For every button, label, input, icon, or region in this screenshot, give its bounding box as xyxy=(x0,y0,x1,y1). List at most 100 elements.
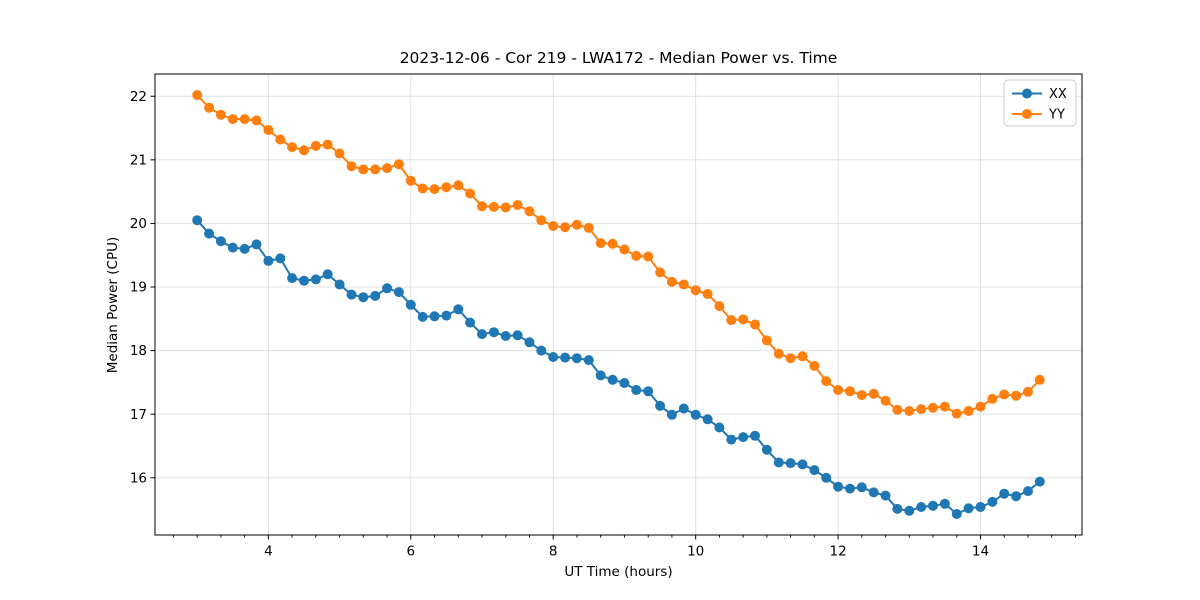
data-point-XX xyxy=(963,503,974,514)
data-point-YY xyxy=(393,159,404,170)
x-tick-label-4: 4 xyxy=(264,544,273,560)
data-point-XX xyxy=(666,409,677,420)
legend-label-XX: XX xyxy=(1049,87,1067,102)
data-point-YY xyxy=(821,376,832,387)
data-point-YY xyxy=(904,406,915,416)
data-point-YY xyxy=(797,351,808,362)
data-point-YY xyxy=(227,114,238,125)
x-tick-label-6: 6 xyxy=(407,544,416,560)
data-point-XX xyxy=(571,353,582,364)
data-point-YY xyxy=(595,238,606,249)
data-point-XX xyxy=(583,355,594,366)
legend-marker-YY xyxy=(1022,109,1032,119)
data-point-XX xyxy=(334,279,345,290)
data-point-XX xyxy=(809,465,820,476)
data-point-XX xyxy=(453,304,464,315)
data-point-YY xyxy=(868,388,879,399)
data-point-XX xyxy=(797,459,808,470)
data-point-YY xyxy=(536,215,547,226)
data-point-XX xyxy=(655,400,666,411)
data-point-YY xyxy=(999,389,1010,400)
data-point-XX xyxy=(678,403,689,414)
data-point-YY xyxy=(666,276,677,287)
data-point-XX xyxy=(821,472,832,483)
data-point-XX xyxy=(916,502,927,512)
data-point-YY xyxy=(192,90,203,100)
data-point-YY xyxy=(856,390,867,401)
data-point-XX xyxy=(263,255,274,266)
data-point-YY xyxy=(441,182,452,193)
data-point-XX xyxy=(441,310,452,321)
x-tick-label-10: 10 xyxy=(687,544,704,560)
data-point-YY xyxy=(761,335,772,346)
data-point-XX xyxy=(833,481,844,492)
data-point-YY xyxy=(845,386,855,397)
data-point-XX xyxy=(690,409,701,420)
data-point-YY xyxy=(417,183,428,194)
data-point-XX xyxy=(275,253,286,264)
y-axis-label: Median Power (CPU) xyxy=(105,236,121,374)
data-point-YY xyxy=(358,164,369,175)
data-point-XX xyxy=(702,414,713,425)
data-point-XX xyxy=(773,457,784,468)
data-point-YY xyxy=(702,289,713,299)
data-point-YY xyxy=(370,164,381,175)
y-tick-label-17: 17 xyxy=(130,407,147,423)
data-point-XX xyxy=(939,498,950,509)
data-point-XX xyxy=(714,422,725,433)
data-point-XX xyxy=(227,242,238,253)
data-point-YY xyxy=(631,250,642,261)
legend-marker-XX xyxy=(1022,88,1032,99)
data-point-XX xyxy=(310,274,321,285)
data-point-XX xyxy=(631,385,642,395)
chart-title: 2023-12-06 - Cor 219 - LWA172 - Median P… xyxy=(399,49,838,67)
data-point-YY xyxy=(322,139,333,150)
data-point-XX xyxy=(845,483,855,494)
data-point-YY xyxy=(607,238,618,249)
data-point-YY xyxy=(738,314,749,325)
data-point-XX xyxy=(239,243,250,254)
data-point-YY xyxy=(299,145,309,156)
data-point-YY xyxy=(726,315,737,326)
data-point-YY xyxy=(880,395,891,406)
data-point-YY xyxy=(310,140,321,151)
data-point-XX xyxy=(429,311,440,322)
data-point-YY xyxy=(785,353,796,364)
data-point-YY xyxy=(334,148,345,159)
data-point-XX xyxy=(738,432,749,443)
data-point-YY xyxy=(987,393,998,404)
data-point-XX xyxy=(346,289,357,300)
data-point-XX xyxy=(465,317,476,328)
data-point-XX xyxy=(215,236,226,247)
data-point-XX xyxy=(761,444,772,455)
data-point-YY xyxy=(939,401,950,412)
data-point-XX xyxy=(607,374,618,385)
data-point-XX xyxy=(951,509,962,519)
data-point-XX xyxy=(382,283,393,294)
data-point-XX xyxy=(393,287,404,298)
data-point-YY xyxy=(500,202,511,213)
y-tick-label-21: 21 xyxy=(130,152,147,168)
data-point-XX xyxy=(1011,491,1022,502)
data-point-YY xyxy=(488,201,499,212)
data-point-XX xyxy=(975,502,986,512)
data-point-YY xyxy=(678,279,689,290)
data-point-YY xyxy=(928,402,938,413)
data-point-YY xyxy=(1023,386,1033,397)
data-point-XX xyxy=(287,273,298,284)
data-point-YY xyxy=(690,285,701,296)
plot-border xyxy=(154,73,1083,536)
data-point-YY xyxy=(963,406,974,416)
data-point-XX xyxy=(856,482,867,493)
data-point-XX xyxy=(892,503,903,514)
data-point-YY xyxy=(809,360,820,371)
data-point-XX xyxy=(500,331,511,341)
data-point-YY xyxy=(773,348,784,359)
data-point-YY xyxy=(239,114,250,125)
data-point-YY xyxy=(204,102,215,113)
data-point-YY xyxy=(1011,390,1022,401)
data-point-YY xyxy=(524,206,535,217)
data-point-YY xyxy=(975,401,986,412)
